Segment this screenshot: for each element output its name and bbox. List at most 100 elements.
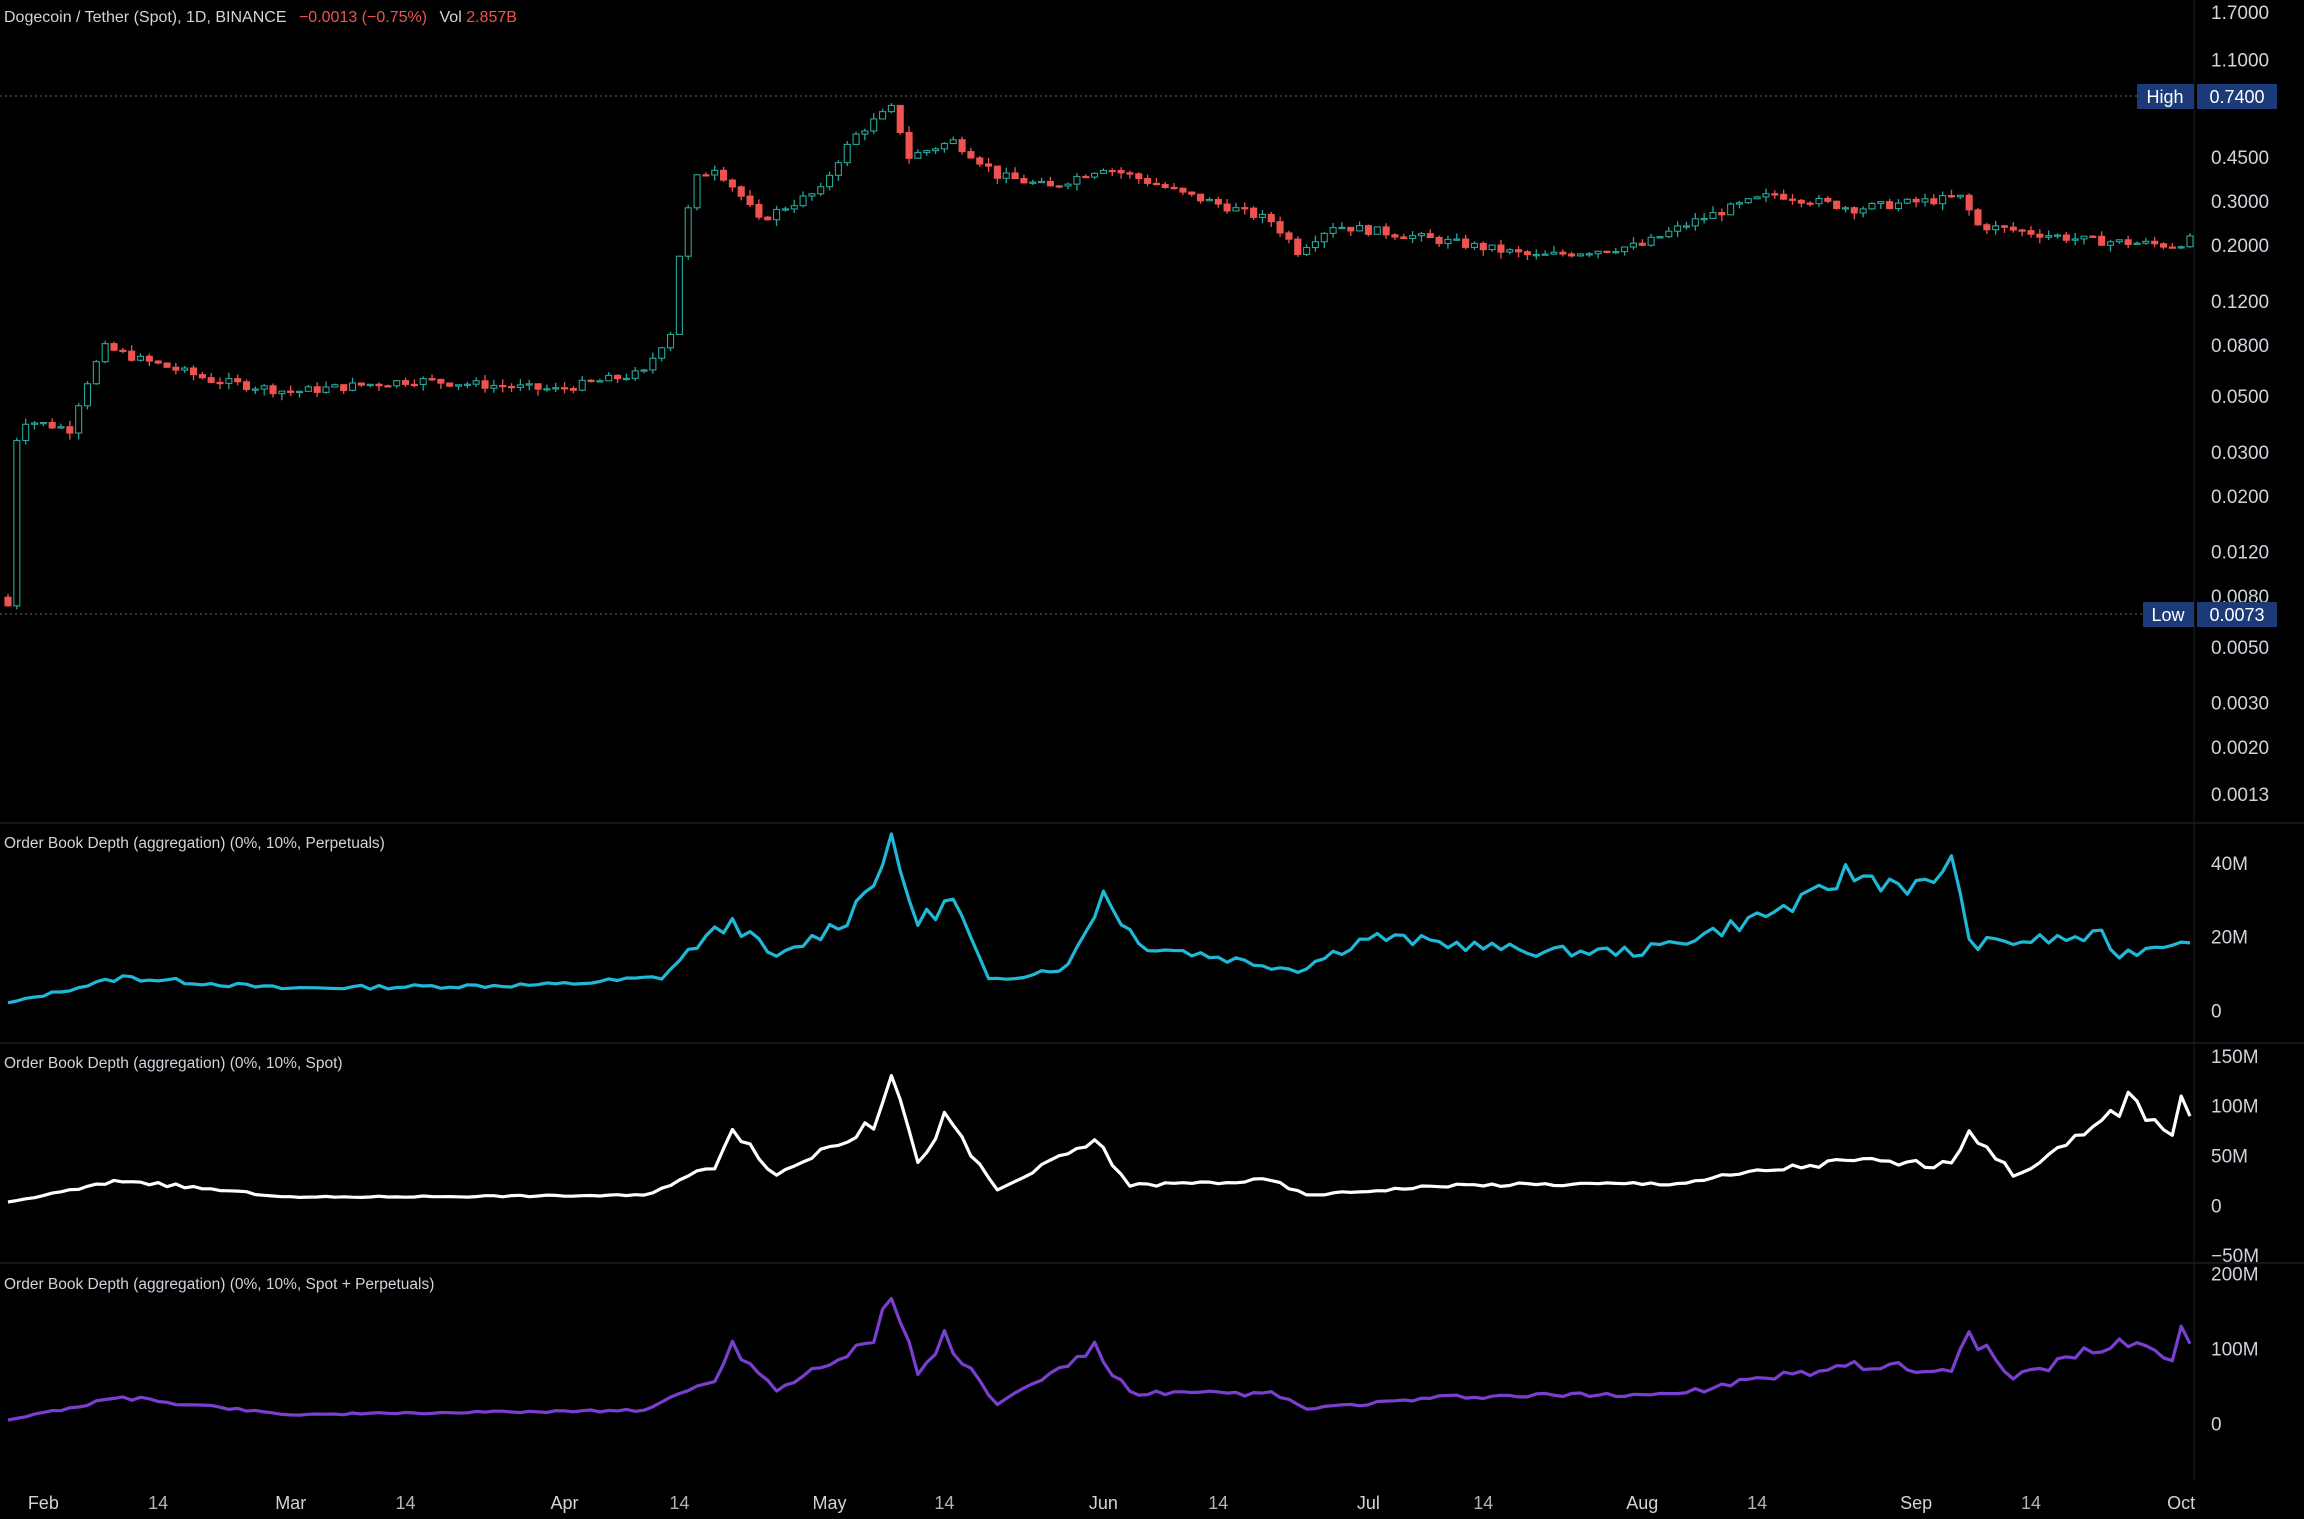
candle	[216, 377, 224, 390]
candle	[1064, 182, 1072, 190]
candle	[1523, 249, 1531, 261]
price-tick-label: 0.0050	[2211, 638, 2269, 659]
candle	[1197, 193, 1205, 204]
candle	[1744, 198, 1752, 205]
candle	[1559, 249, 1567, 257]
candle	[1144, 174, 1152, 187]
candle	[1727, 202, 1735, 216]
candle	[234, 374, 242, 386]
candle	[560, 382, 569, 394]
candle	[2142, 238, 2150, 245]
price-tick-label: 1.7000	[2211, 3, 2269, 24]
candle	[119, 347, 127, 354]
candle	[923, 149, 931, 156]
candle	[1912, 196, 1920, 208]
candle	[287, 385, 295, 397]
candle	[1099, 168, 1107, 175]
candle	[419, 376, 427, 391]
time-tick-label: 14	[1208, 1493, 1228, 1513]
price-change: −0.0013 (−0.75%)	[299, 9, 427, 26]
chart-header: Dogecoin / Tether (Spot), 1D, BINANCE −0…	[4, 9, 517, 26]
candle	[136, 353, 145, 362]
candle	[1400, 233, 1408, 240]
candle	[578, 376, 586, 392]
candle	[1117, 167, 1125, 179]
price-tick-label: 0.0800	[2211, 336, 2269, 357]
candle	[1241, 202, 1249, 215]
low-tag-label: Low	[2151, 605, 2185, 625]
candle	[1594, 250, 1602, 259]
candle	[2106, 239, 2115, 252]
candle	[1850, 206, 1858, 220]
candle	[2000, 224, 2009, 233]
price-axis[interactable]: 1.7000 1.1000 0.4500 0.3000 0.2000 0.1200 0.08…	[2211, 3, 2269, 806]
time-axis[interactable]: Feb 14 Mar 14 Apr 14 May 14 Jun 14 Jul 14 Aug 14 Sep 14…	[28, 1493, 2195, 1513]
candle	[1258, 210, 1266, 224]
candle	[622, 373, 630, 381]
candle	[163, 362, 171, 368]
candle	[693, 174, 701, 211]
candle	[631, 367, 639, 381]
candle	[773, 205, 781, 227]
candle	[13, 437, 21, 610]
indicator-tick-label: −50M	[2211, 1246, 2259, 1267]
candle	[826, 171, 834, 191]
candle	[1329, 223, 1337, 238]
candle	[1179, 187, 1187, 196]
candle	[1859, 206, 1867, 218]
candle	[1453, 233, 1461, 241]
candle	[1029, 179, 1037, 185]
candle	[790, 199, 798, 214]
candle	[1303, 244, 1311, 257]
candle	[1753, 196, 1761, 200]
candle	[83, 381, 92, 410]
candle	[1894, 199, 1903, 212]
candle	[1135, 172, 1143, 184]
candle	[1877, 201, 1885, 209]
candle	[1939, 191, 1947, 211]
candle	[278, 390, 286, 401]
spot-depth-line	[7, 1073, 2192, 1204]
candle	[57, 423, 65, 430]
candle	[1038, 177, 1046, 184]
candle	[1771, 190, 1779, 199]
candle	[101, 340, 109, 364]
candle	[1462, 234, 1470, 250]
candle	[110, 341, 118, 352]
time-tick-label: Apr	[551, 1493, 579, 1513]
candle	[507, 383, 516, 393]
candle	[66, 420, 74, 440]
price-tick-label: 0.0500	[2211, 387, 2269, 408]
time-tick-label: May	[813, 1493, 847, 1513]
time-tick-label: Sep	[1900, 1493, 1932, 1513]
candle	[1170, 183, 1178, 190]
candle	[1488, 244, 1496, 252]
candle	[39, 421, 47, 427]
candle	[932, 147, 940, 155]
candle	[295, 390, 304, 398]
candle	[154, 360, 162, 365]
candle	[1320, 231, 1328, 249]
candle	[1409, 231, 1417, 244]
candle	[1285, 230, 1293, 244]
candle	[1603, 250, 1611, 254]
candle	[1541, 250, 1549, 256]
candle	[764, 215, 772, 221]
indicator-tick-label: 50M	[2211, 1146, 2248, 1167]
candle	[1417, 231, 1425, 242]
candle	[1806, 201, 1814, 207]
time-tick-label: Jun	[1089, 1493, 1118, 1513]
candle	[1276, 216, 1284, 237]
candle	[1629, 237, 1638, 250]
candle	[940, 142, 948, 153]
low-tag-value: 0.0073	[2209, 605, 2264, 625]
candle	[322, 381, 330, 394]
candle	[1709, 206, 1717, 220]
candle	[1903, 198, 1911, 205]
candle	[490, 379, 498, 393]
candle	[1788, 193, 1797, 205]
time-tick-label: 14	[1747, 1493, 1767, 1513]
candle	[879, 108, 887, 120]
